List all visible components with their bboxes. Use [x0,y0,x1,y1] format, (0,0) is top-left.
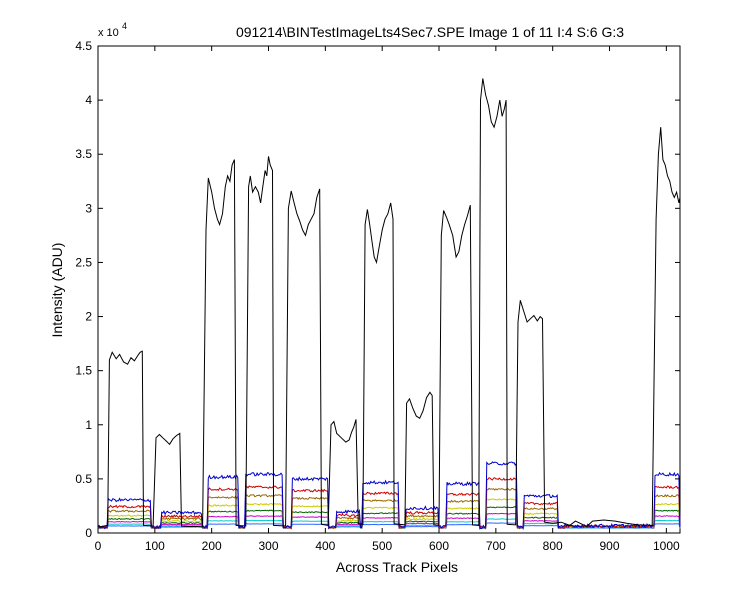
y-tick-label: 2 [85,310,92,324]
x-tick-label: 300 [258,539,278,553]
x-tick-label: 1000 [653,539,680,553]
chart-title: 091214\BINTestImageLts4Sec7.SPE Image 1 … [236,24,624,40]
x-axis-ticks: 0 100 200 300 400 500 600 700 800 900 1000 [95,46,680,553]
y-tick-label: 1.5 [75,364,92,378]
series-line [97,461,681,531]
x-tick-label: 100 [145,539,165,553]
y-tick-label: 4.5 [75,39,92,53]
x-tick-label: 600 [429,539,449,553]
series-layer [97,78,681,531]
x-tick-label: 800 [543,539,563,553]
x-tick-label: 200 [202,539,222,553]
y-axis-label: Intensity (ADU) [49,243,65,338]
y-axis-exponent: x 10 4 [98,21,127,39]
y-tick-label: 0 [85,526,92,540]
axes-box [97,45,681,534]
y-tick-label: 2.5 [75,255,92,269]
x-tick-label: 0 [95,539,102,553]
y-tick-label: 4 [85,93,92,107]
y-axis-ticks: 0 0.5 1 1.5 2 2.5 3 3.5 4 4.5 [75,39,680,540]
y-exponent-power: 4 [122,21,127,31]
x-tick-label: 400 [315,539,335,553]
x-tick-label: 700 [486,539,506,553]
x-tick-label: 500 [372,539,392,553]
y-tick-label: 3.5 [75,147,92,161]
x-tick-label: 900 [600,539,620,553]
y-exponent-base: x 10 [98,27,119,39]
plot-area: 0 100 200 300 400 500 600 700 800 900 1000 0 0.5 1 1.… [75,39,681,553]
y-tick-label: 1 [85,418,92,432]
x-axis-label: Across Track Pixels [336,559,458,575]
y-tick-label: 0.5 [75,472,92,486]
y-tick-label: 3 [85,201,92,215]
series-line-main [97,78,681,528]
